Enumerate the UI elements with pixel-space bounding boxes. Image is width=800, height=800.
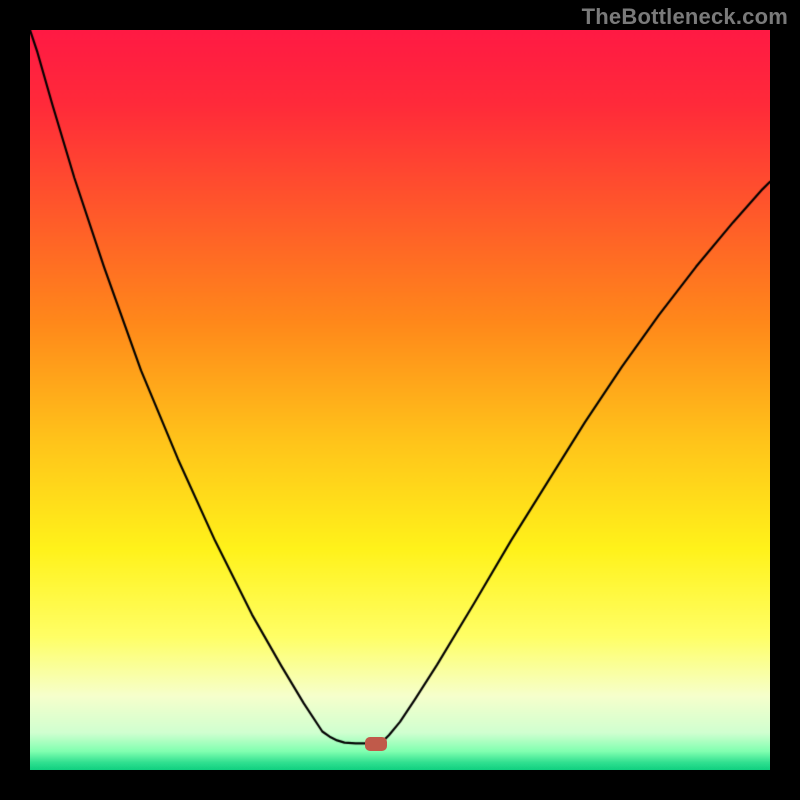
watermark-text: TheBottleneck.com bbox=[582, 4, 788, 30]
chart-frame: TheBottleneck.com bbox=[0, 0, 800, 800]
plot-area bbox=[30, 30, 770, 770]
bottleneck-curve bbox=[30, 30, 770, 770]
